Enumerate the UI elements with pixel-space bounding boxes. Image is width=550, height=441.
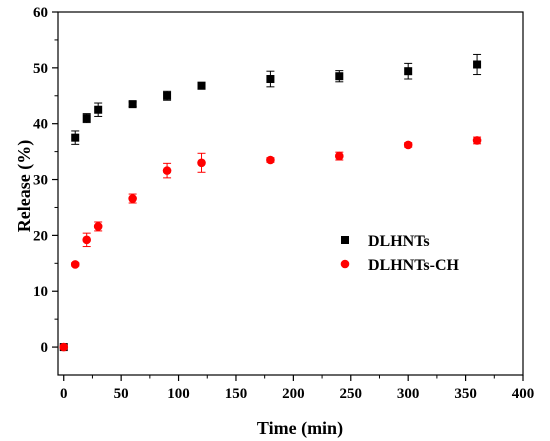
y-axis-title: Release (%) [14, 140, 35, 232]
data-point [82, 114, 91, 123]
data-point [163, 91, 172, 100]
y-tick-label: 60 [33, 5, 48, 21]
data-point [266, 75, 275, 84]
x-axis-title: Time (min) [257, 418, 343, 439]
x-tick-label: 300 [397, 386, 420, 402]
data-point [70, 260, 80, 269]
x-tick-label: 400 [512, 386, 535, 402]
y-tick-label: 50 [33, 61, 48, 77]
legend-label: DLHNTs [368, 233, 430, 250]
legend-marker [340, 259, 350, 269]
data-point [404, 67, 413, 76]
plot-frame [57, 11, 524, 376]
y-tick-label: 0 [41, 340, 49, 356]
y-tick-label: 10 [33, 284, 48, 300]
x-axis-ticks: 0 50 100 150 200 250 300 350 400 [60, 375, 534, 402]
y-tick-label: 30 [33, 173, 48, 189]
data-point [335, 72, 344, 81]
x-tick-label: 150 [225, 386, 248, 402]
data-point [71, 133, 80, 142]
x-tick-label: 200 [282, 386, 305, 402]
y-tick-label: 40 [33, 117, 48, 133]
x-tick-label: 100 [167, 386, 190, 402]
legend-marker [341, 236, 349, 244]
data-point [197, 158, 206, 168]
data-point [128, 194, 137, 203]
legend: DLHNTs DLHNTs-CH [340, 233, 460, 274]
data-point [472, 136, 482, 145]
data-point [59, 342, 69, 352]
x-tick-label: 250 [340, 386, 363, 402]
data-point [197, 81, 206, 90]
series-dlhnts [59, 53, 482, 352]
data-point [128, 100, 137, 109]
data-point [94, 105, 103, 114]
data-point [334, 151, 344, 161]
data-point [162, 166, 172, 175]
legend-label: DLHNTs-CH [368, 257, 460, 274]
y-tick-label: 20 [33, 228, 48, 244]
data-point [266, 155, 275, 165]
x-tick-label: 50 [114, 386, 129, 402]
series-layer [59, 53, 482, 352]
y-axis-ticks: 0 10 20 30 40 50 60 [33, 5, 58, 356]
x-tick-label: 350 [454, 386, 477, 402]
data-point [82, 235, 92, 245]
series-dlhnts-ch [59, 136, 482, 352]
data-point [93, 222, 103, 231]
plot-border [57, 11, 524, 376]
x-tick-label: 0 [60, 386, 68, 402]
data-point [473, 60, 482, 69]
data-point [403, 140, 413, 150]
